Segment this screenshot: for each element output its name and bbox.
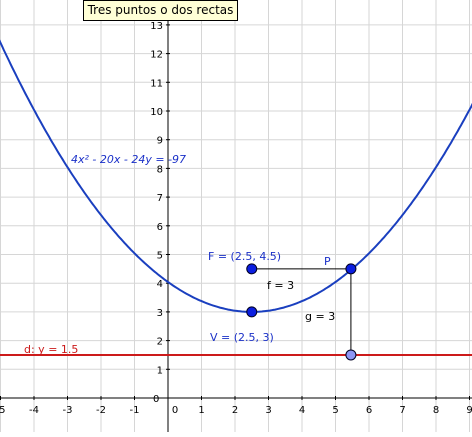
x-tick-label: 9 <box>466 405 472 416</box>
equation-label[interactable]: 4x² - 20x - 24y = -97 <box>71 153 186 166</box>
x-tick-label: 6 <box>366 405 372 416</box>
segments <box>251 268 352 355</box>
x-tick-label: 3 <box>265 405 271 416</box>
g-segment-label[interactable]: g = 3 <box>305 310 335 323</box>
point-v[interactable] <box>246 306 258 318</box>
point-f[interactable] <box>246 263 258 275</box>
x-tick-label: -3 <box>63 405 73 416</box>
y-tick-label: 2 <box>157 337 163 348</box>
y-tick-label: 8 <box>157 164 163 175</box>
y-tick-label: 11 <box>150 78 163 89</box>
point-p[interactable] <box>345 263 357 275</box>
x-tick-label: 4 <box>299 405 305 416</box>
y-tick-label: 5 <box>157 251 163 262</box>
x-tick-label: 5 <box>332 405 338 416</box>
x-tick-label: 0 <box>172 405 178 416</box>
x-tick-label: 7 <box>399 405 405 416</box>
title-button[interactable]: Tres puntos o dos rectas <box>83 0 238 21</box>
y-tick-label: 10 <box>150 107 163 118</box>
y-tick-label: 4 <box>157 279 163 290</box>
point-p-label[interactable]: P <box>324 255 331 268</box>
focus-label[interactable]: F = (2.5, 4.5) <box>208 250 281 263</box>
y-tick-label: 1 <box>157 365 163 376</box>
x-tick-label: -4 <box>29 405 39 416</box>
x-tick-label: 2 <box>232 405 238 416</box>
point-foot[interactable] <box>345 349 357 361</box>
y-tick-label: 0 <box>153 394 159 405</box>
y-tick-label: 6 <box>157 222 163 233</box>
y-tick-label: 7 <box>157 193 163 204</box>
vertex-label[interactable]: V = (2.5, 3) <box>210 331 274 344</box>
directrix-label[interactable]: d: y = 1.5 <box>24 343 78 356</box>
f-segment-label[interactable]: f = 3 <box>267 279 294 292</box>
y-tick-label: 13 <box>150 21 163 32</box>
x-tick-label: 1 <box>198 405 204 416</box>
tick-labels: -5-4-3-2-1012345678910123456789101112130 <box>0 21 472 416</box>
y-tick-label: 9 <box>157 136 163 147</box>
points[interactable] <box>246 263 357 361</box>
x-tick-label: -1 <box>130 405 140 416</box>
x-tick-label: -2 <box>96 405 106 416</box>
y-tick-label: 12 <box>150 50 163 61</box>
x-tick-label: -5 <box>0 405 5 416</box>
x-tick-label: 8 <box>433 405 439 416</box>
y-tick-label: 3 <box>157 308 163 319</box>
